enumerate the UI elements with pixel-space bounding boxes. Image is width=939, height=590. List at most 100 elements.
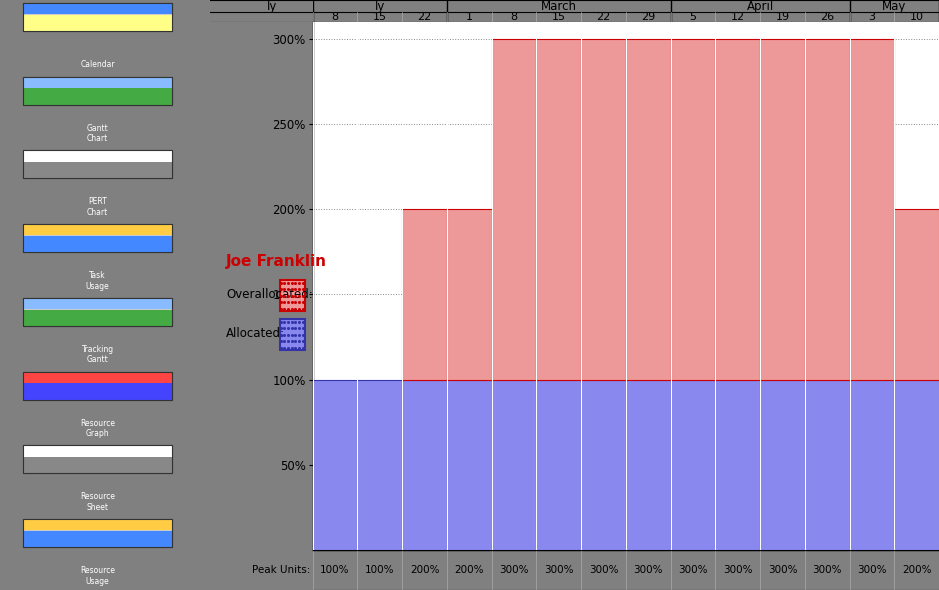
Bar <box>447 379 492 550</box>
Bar <box>23 15 172 31</box>
Bar <box>536 39 581 379</box>
Text: 200%: 200% <box>901 565 931 575</box>
Bar <box>23 457 172 473</box>
Bar <box>894 209 939 379</box>
Text: Resource
Usage: Resource Usage <box>80 566 115 585</box>
Bar <box>23 224 172 253</box>
Bar <box>358 379 402 550</box>
Text: Tracking
Gantt: Tracking Gantt <box>82 345 114 364</box>
Text: 15: 15 <box>373 12 387 22</box>
Bar <box>23 162 172 179</box>
Text: PERT
Chart: PERT Chart <box>87 198 108 217</box>
Text: Joe Franklin: Joe Franklin <box>226 254 327 270</box>
Bar <box>23 3 172 31</box>
Bar <box>23 224 172 253</box>
Text: 300%: 300% <box>678 565 708 575</box>
Bar <box>760 379 805 550</box>
Bar <box>581 379 626 550</box>
Bar <box>23 298 172 326</box>
Text: 300%: 300% <box>857 565 886 575</box>
Text: 29: 29 <box>641 12 655 22</box>
Bar <box>850 379 894 550</box>
Text: Resource
Sheet: Resource Sheet <box>80 493 115 512</box>
Text: 15: 15 <box>552 12 565 22</box>
Text: 300%: 300% <box>589 565 618 575</box>
Bar <box>23 520 172 530</box>
Bar <box>23 519 172 548</box>
Bar <box>23 150 172 179</box>
Text: 26: 26 <box>820 12 834 22</box>
Bar <box>23 445 172 473</box>
Bar <box>23 372 172 400</box>
Text: 300%: 300% <box>812 565 842 575</box>
Bar <box>625 39 670 379</box>
Bar <box>23 446 172 457</box>
Bar <box>23 77 172 88</box>
Text: ly: ly <box>267 0 277 12</box>
Bar <box>894 379 939 550</box>
Bar <box>23 151 172 162</box>
Text: 19: 19 <box>776 12 790 22</box>
Bar <box>23 3 172 31</box>
Bar <box>23 384 172 400</box>
Text: 300%: 300% <box>634 565 663 575</box>
Bar <box>536 379 581 550</box>
Bar <box>760 39 805 379</box>
Bar <box>492 39 536 379</box>
Bar <box>23 4 172 14</box>
Text: 1: 1 <box>466 12 472 22</box>
Bar <box>23 445 172 473</box>
Text: 100%: 100% <box>365 565 394 575</box>
Text: Allocated:: Allocated: <box>226 327 285 340</box>
Bar <box>23 150 172 179</box>
Bar <box>402 209 447 379</box>
Text: 200%: 200% <box>454 565 484 575</box>
Bar <box>23 225 172 235</box>
Bar <box>23 519 172 548</box>
Bar <box>670 39 716 379</box>
Text: Peak Units:: Peak Units: <box>253 565 311 575</box>
Bar <box>850 39 894 379</box>
Bar <box>23 299 172 309</box>
Text: Resource
Graph: Resource Graph <box>80 419 115 438</box>
Text: 300%: 300% <box>544 565 574 575</box>
Bar <box>581 39 626 379</box>
Bar <box>23 236 172 253</box>
Bar <box>23 88 172 105</box>
Text: ly: ly <box>375 0 385 12</box>
Text: 200%: 200% <box>409 565 439 575</box>
Text: 3: 3 <box>869 12 875 22</box>
Text: April: April <box>747 0 774 12</box>
Text: 5: 5 <box>689 12 697 22</box>
Bar <box>23 77 172 105</box>
Bar <box>805 39 850 379</box>
Bar <box>716 39 760 379</box>
Text: 300%: 300% <box>500 565 529 575</box>
Text: Task
Usage: Task Usage <box>85 271 110 291</box>
Bar <box>670 379 716 550</box>
Text: 100%: 100% <box>320 565 350 575</box>
Text: March: March <box>541 0 577 12</box>
Text: 300%: 300% <box>768 565 797 575</box>
Text: May: May <box>882 0 906 12</box>
Bar <box>23 372 172 400</box>
Text: 8: 8 <box>511 12 517 22</box>
Text: Overallocated:: Overallocated: <box>226 288 313 301</box>
Bar <box>402 379 447 550</box>
Bar <box>280 280 305 312</box>
Bar <box>23 372 172 383</box>
Bar <box>492 379 536 550</box>
Bar <box>23 298 172 326</box>
Text: 22: 22 <box>418 12 432 22</box>
Bar <box>313 379 358 550</box>
Text: Gantt
Chart: Gantt Chart <box>86 124 109 143</box>
Text: 12: 12 <box>731 12 745 22</box>
Bar <box>805 379 850 550</box>
Text: 10: 10 <box>910 12 924 22</box>
Text: 300%: 300% <box>723 565 752 575</box>
Bar <box>23 310 172 326</box>
Bar <box>23 77 172 105</box>
Text: 22: 22 <box>596 12 610 22</box>
Bar <box>447 209 492 379</box>
Bar <box>625 379 670 550</box>
